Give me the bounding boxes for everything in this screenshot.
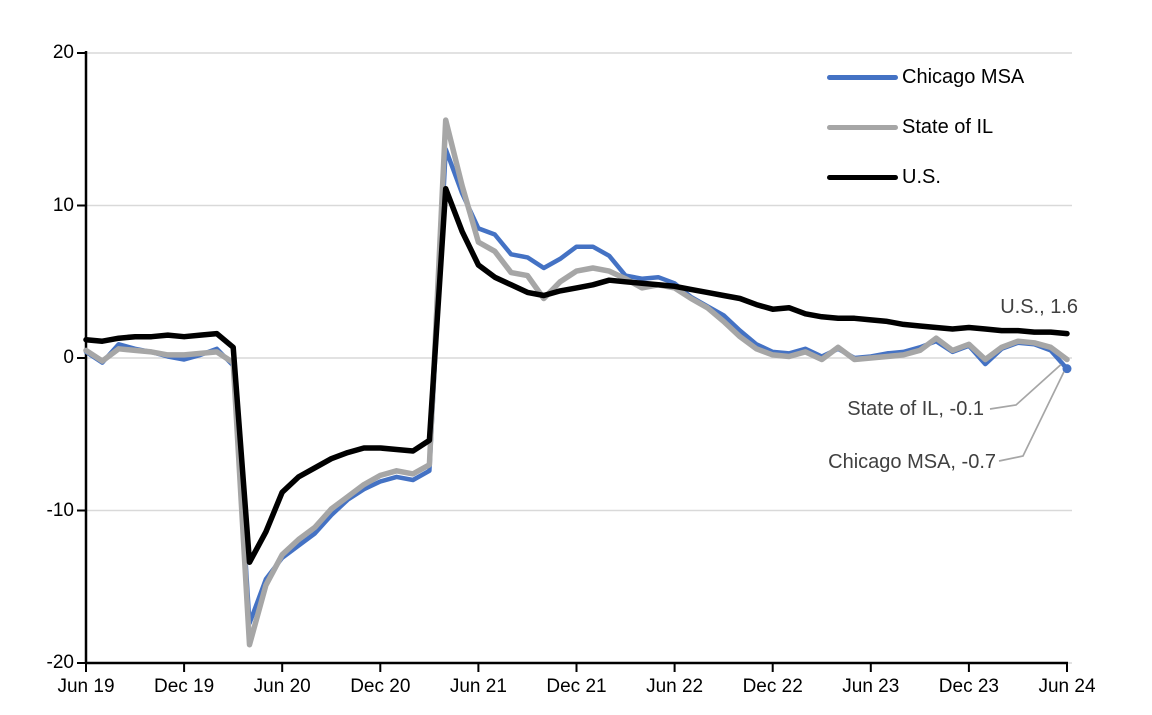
legend-swatch-chicago-msa <box>827 74 898 80</box>
series-line-u-s- <box>83 185 1070 566</box>
y-tick-label: 10 <box>52 194 74 216</box>
leader-line-chicago-msa <box>998 371 1065 462</box>
x-tick-label: Dec 22 <box>742 676 803 697</box>
series-end-marker-chicago-msa <box>1062 364 1072 374</box>
legend-label-us: U.S. <box>902 165 941 188</box>
x-tick-label: Jun 23 <box>842 676 900 697</box>
y-tick-label: 20 <box>52 42 74 63</box>
y-tick-label: 0 <box>63 347 74 368</box>
x-tick-label: Jun 24 <box>1038 676 1096 697</box>
legend-swatch-state-of-il <box>827 124 898 130</box>
x-tick-label: Jun 19 <box>57 676 115 697</box>
legend: Chicago MSA State of IL U.S. <box>827 52 1075 202</box>
series-line-state-of-il <box>83 117 1070 648</box>
annotation-chicago-msa-value: Chicago MSA, -0.7 <box>828 451 996 473</box>
x-tick-label: Dec 20 <box>350 676 411 697</box>
y-tick-label: -20 <box>46 652 74 673</box>
annotation-us-value: U.S., 1.6 <box>1000 296 1078 318</box>
legend-label-state-of-il: State of IL <box>902 115 994 138</box>
legend-label-chicago-msa: Chicago MSA <box>902 65 1025 88</box>
x-tick-label: Jun 22 <box>646 676 704 697</box>
legend-item-us: U.S. <box>827 152 1075 202</box>
y-tick-label: -10 <box>46 499 74 521</box>
x-tick-label: Jun 21 <box>449 676 507 697</box>
x-tick-label: Dec 21 <box>546 676 607 697</box>
legend-item-chicago-msa: Chicago MSA <box>827 52 1075 102</box>
legend-swatch-us <box>827 174 898 180</box>
x-tick-label: Dec 23 <box>938 676 999 697</box>
annotation-state-of-il-value: State of IL, -0.1 <box>847 398 984 420</box>
x-tick-label: Jun 20 <box>253 676 311 697</box>
leader-line-state-of-il <box>989 363 1062 410</box>
legend-item-state-of-il: State of IL <box>827 102 1075 152</box>
x-tick-label: Dec 19 <box>153 676 215 697</box>
